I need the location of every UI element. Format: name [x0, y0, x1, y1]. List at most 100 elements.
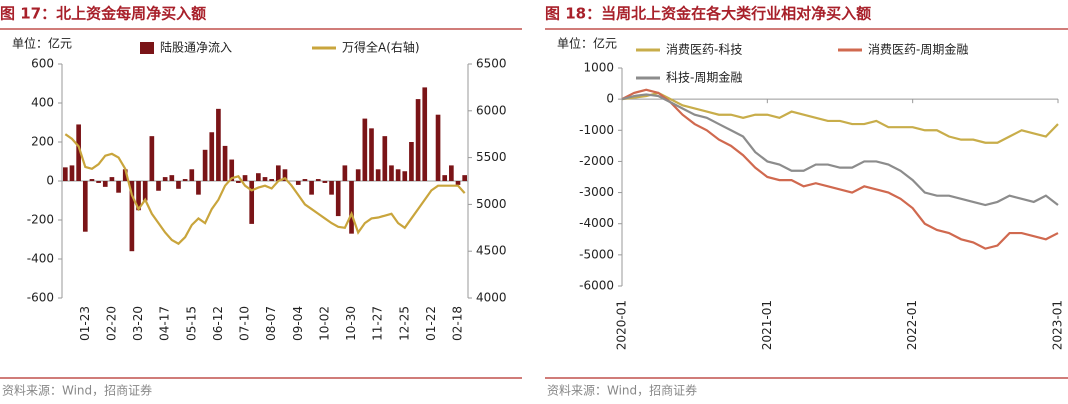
- y2-tick-label: 4500: [476, 244, 507, 258]
- y-tick-label: 600: [31, 57, 54, 71]
- bar: [462, 175, 468, 181]
- source-note: 资料来源：Wind，招商证券: [2, 383, 152, 398]
- y-tick-label: -5000: [579, 247, 614, 261]
- bar: [129, 181, 135, 252]
- y2-tick-label: 6000: [476, 103, 507, 117]
- x-tick-label: 11-27: [371, 306, 385, 341]
- bar: [236, 181, 241, 183]
- x-tick-label: 02-18: [451, 306, 465, 341]
- x-tick-label: 08-07: [264, 306, 278, 341]
- legend-label: 万得全A(右轴): [342, 40, 420, 55]
- bar: [362, 118, 368, 181]
- bar: [102, 181, 108, 187]
- bar: [322, 181, 328, 183]
- bar: [315, 179, 321, 181]
- bar: [282, 169, 288, 181]
- bar: [122, 169, 128, 181]
- bar: [402, 171, 408, 181]
- legend-label: 陆股通净流入: [160, 40, 232, 55]
- bar: [116, 181, 121, 193]
- y-tick-label: -1000: [579, 123, 614, 137]
- bar: [455, 181, 461, 185]
- unit-label: 单位：亿元: [12, 36, 72, 51]
- bar: [415, 99, 421, 181]
- legend-label: 消费医药-周期金融: [868, 42, 968, 57]
- data-line: [621, 93, 1059, 207]
- y2-tick-label: 6500: [476, 57, 507, 71]
- bar: [256, 173, 261, 181]
- x-tick-label: 01-22: [424, 306, 438, 341]
- bar: [342, 165, 348, 181]
- bar: [169, 175, 175, 181]
- bar: [76, 124, 81, 181]
- data-line: [621, 91, 1059, 144]
- x-tick-label: 05-15: [184, 306, 198, 341]
- bar: [229, 159, 235, 181]
- x-tick-label: 2022-01: [905, 300, 919, 350]
- y2-tick-label: 4000: [476, 291, 507, 305]
- x-tick-label: 03-20: [131, 306, 145, 341]
- y-tick-label: -3000: [579, 185, 614, 199]
- bar: [335, 181, 341, 217]
- y2-tick-label: 5000: [476, 197, 507, 211]
- bar: [222, 145, 228, 181]
- y-tick-label: 400: [31, 96, 54, 110]
- x-tick-label: 04-17: [158, 306, 172, 341]
- bar: [196, 181, 201, 195]
- bar: [176, 181, 181, 189]
- bar: [216, 108, 221, 181]
- legend-swatch: [140, 42, 154, 54]
- bar: [409, 142, 414, 181]
- chart-title: 图 18：当周北上资金在各大类行业相对净买入额: [545, 5, 871, 23]
- x-tick-label: 10-30: [344, 306, 358, 341]
- data-line: [621, 88, 1059, 250]
- bar: [262, 177, 268, 181]
- y-tick-label: -200: [27, 213, 54, 227]
- bar: [202, 149, 208, 181]
- y-tick-label: -6000: [579, 279, 614, 293]
- bar: [435, 114, 441, 181]
- x-tick-label: 12-25: [397, 306, 411, 341]
- bar: [69, 165, 75, 181]
- chart-title: 图 17：北上资金每周净买入额: [0, 5, 206, 23]
- bar: [375, 169, 381, 181]
- bar: [275, 165, 281, 181]
- bar: [209, 132, 215, 181]
- legend-label: 消费医药-科技: [666, 43, 742, 57]
- bar: [269, 179, 274, 181]
- bar: [109, 177, 115, 181]
- bar: [389, 165, 394, 181]
- bar: [329, 181, 334, 195]
- y-tick-label: -600: [27, 291, 54, 305]
- y-tick-label: 1000: [583, 61, 614, 75]
- source-note: 资料来源：Wind，招商证券: [547, 383, 697, 398]
- y-tick-label: 0: [46, 174, 54, 188]
- bar: [62, 167, 68, 181]
- bar: [82, 181, 88, 232]
- bar: [182, 179, 188, 181]
- y-tick-label: 0: [606, 92, 614, 106]
- data-line: [64, 133, 466, 246]
- y-tick-label: 200: [31, 135, 54, 149]
- bar: [149, 136, 155, 181]
- unit-label: 单位：亿元: [557, 36, 617, 51]
- legend-label: 科技-周期金融: [666, 70, 742, 85]
- x-tick-label: 2023-01: [1051, 300, 1065, 350]
- bar: [302, 179, 308, 181]
- x-tick-label: 10-02: [317, 306, 331, 341]
- bar: [249, 181, 255, 224]
- x-tick-label: 2020-01: [615, 300, 629, 350]
- bar: [395, 169, 401, 181]
- x-tick-label: 06-12: [211, 306, 225, 341]
- bar: [136, 181, 141, 211]
- bar: [96, 181, 101, 183]
- bar: [89, 179, 95, 181]
- x-tick-label: 09-04: [291, 306, 305, 341]
- bar: [162, 177, 168, 181]
- y-tick-label: -2000: [579, 154, 614, 168]
- bar: [382, 136, 388, 181]
- x-tick-label: 01-23: [78, 306, 92, 341]
- bar: [309, 181, 314, 195]
- bar: [142, 181, 148, 201]
